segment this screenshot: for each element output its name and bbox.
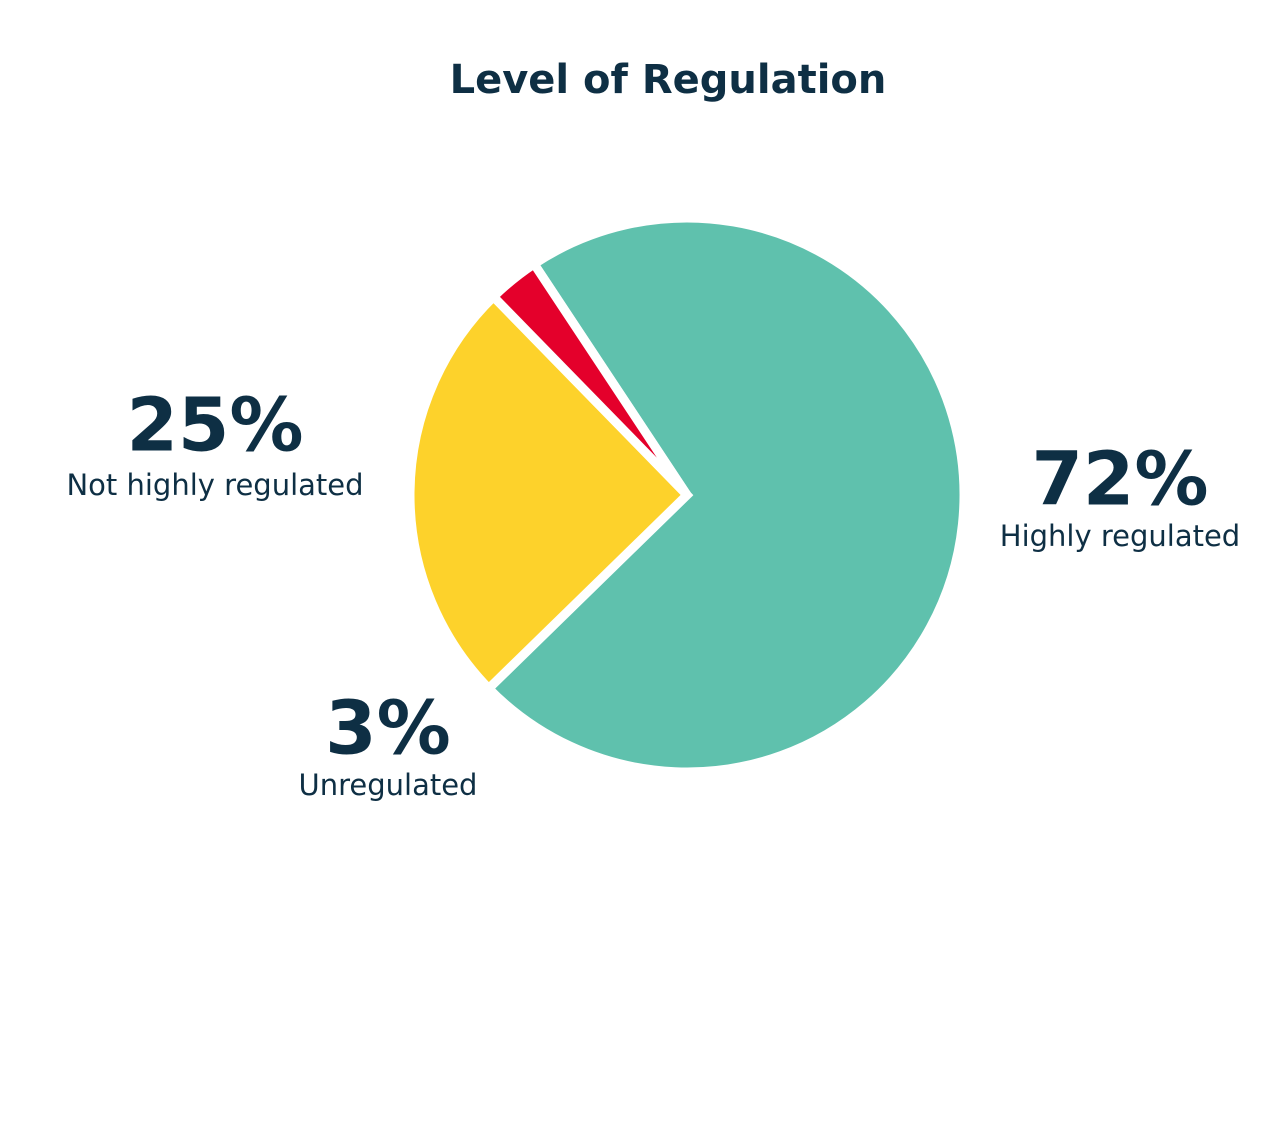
- value-label: 25%: [126, 383, 303, 469]
- category-label: Not highly regulated: [66, 468, 363, 502]
- value-label: 3%: [325, 686, 451, 772]
- pie-slice: [405, 290, 694, 695]
- category-label: Unregulated: [299, 768, 478, 802]
- pie-slice: [487, 257, 691, 499]
- value-label: 72%: [1031, 437, 1208, 523]
- pie-slice: [482, 213, 969, 777]
- category-label: Highly regulated: [1000, 519, 1240, 553]
- chart-title: Level of Regulation: [450, 57, 887, 103]
